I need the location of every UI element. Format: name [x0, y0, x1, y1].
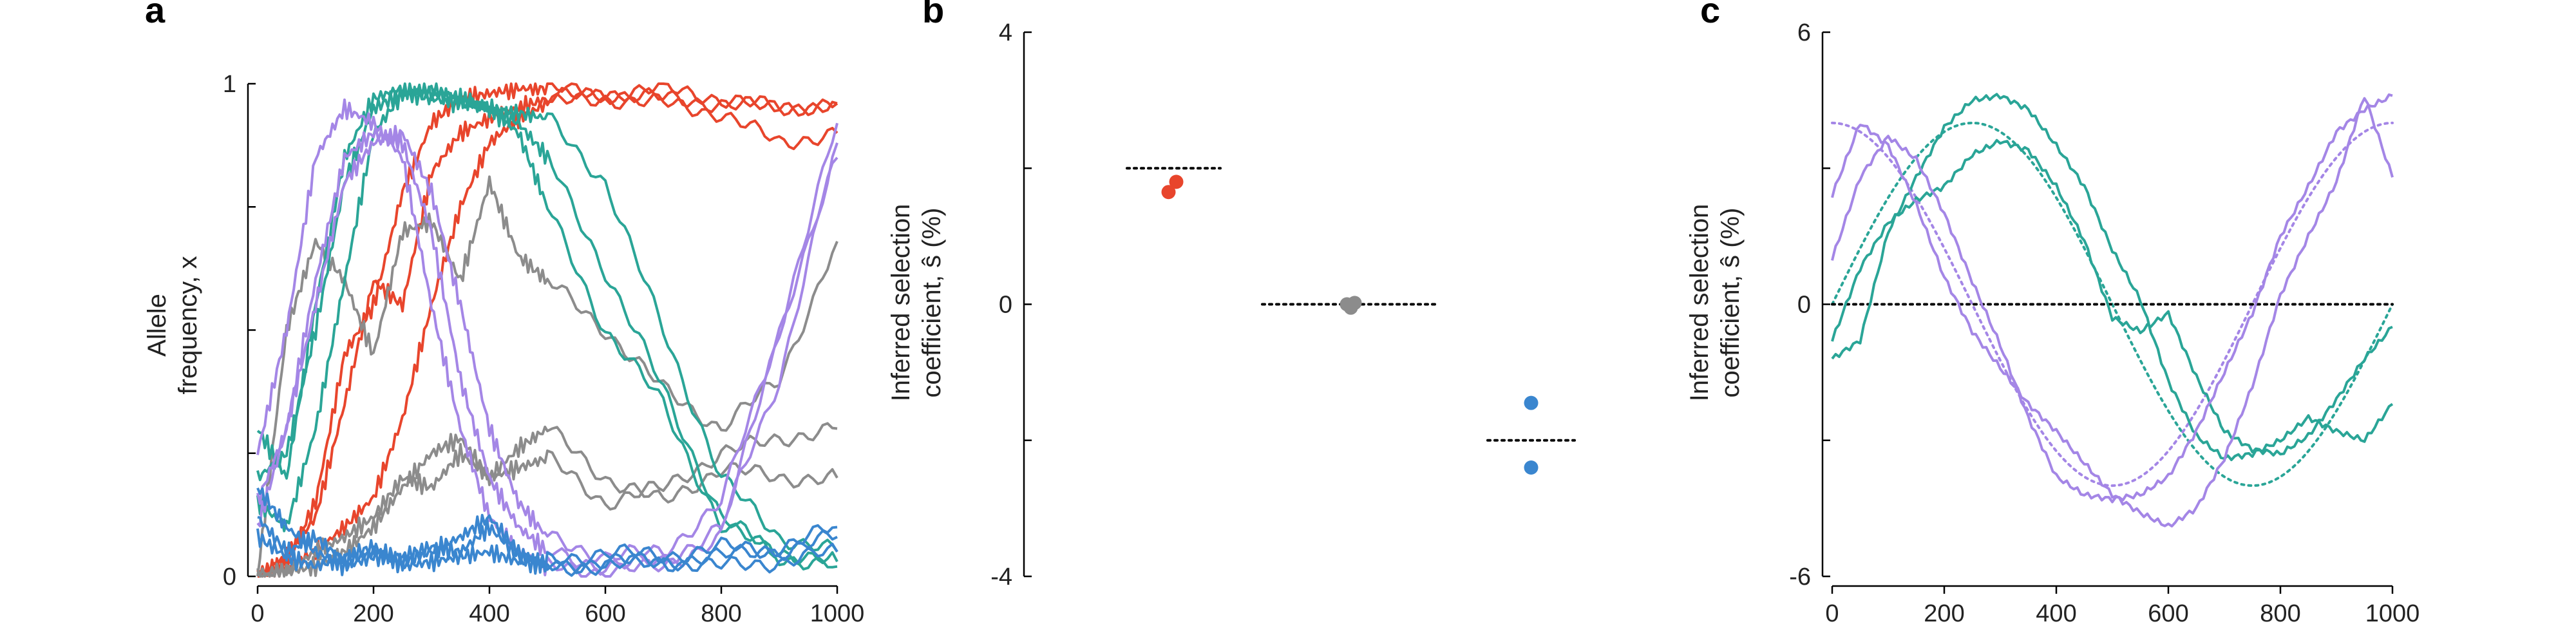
- panel-c-inferred-teal: [1831, 93, 2394, 462]
- panel-label-a: a: [145, 0, 166, 30]
- panel-a-series: [256, 82, 838, 578]
- panel-b-point-gray: [1347, 296, 1362, 310]
- panel-a-trajectory-gray: [256, 175, 838, 577]
- panel-a-trajectory-purple: [256, 98, 838, 578]
- panel-c-x-tick-label: 800: [2260, 600, 2300, 627]
- panel-c-series: [1831, 93, 2394, 528]
- panel-c-x-tick-label: 0: [1825, 600, 1839, 627]
- panel-c-y-tick-label: 0: [1797, 292, 1811, 319]
- panel-label-b: b: [922, 0, 944, 30]
- panel-c-x-tick-label: 1000: [2365, 600, 2420, 627]
- panel-b-axes: -4 0 4: [990, 19, 1032, 591]
- panel-b-point-blue: [1524, 395, 1539, 410]
- panel-a-trajectory-red: [258, 82, 838, 578]
- panel-a-ylabel-text-line: frequency, x: [174, 256, 202, 395]
- panel-a-y-tick-label: 1: [223, 71, 236, 98]
- panel-a-trajectory-teal: [256, 82, 838, 565]
- panel-b-ylabel-text: Inferred selection coefficient, ŝ (%): [887, 204, 946, 402]
- panel-c-true-curves: [1831, 121, 2394, 488]
- panel-c-ylabel: Inferred selection coefficient, ŝ (%): [1685, 204, 1745, 402]
- panel-b-ylabel-text-line: coefficient, ŝ (%): [918, 208, 946, 398]
- panel-a-x-tick-label: 800: [701, 600, 741, 627]
- panel-a-axes: 0 1 0 200 400 600 800 1000: [223, 71, 864, 627]
- panel-a-trajectory-teal: [256, 86, 838, 553]
- panel-a-x-tick-label: 1000: [810, 600, 865, 627]
- panel-c-ylabel-text-line: Inferred selection: [1685, 204, 1714, 402]
- panel-a-ylabel-text-line: Allele: [143, 294, 171, 357]
- panel-c-x-tick-label: 200: [1924, 600, 1964, 627]
- panel-a-trajectory-purple: [256, 124, 838, 564]
- panel-a-ylabel-text: Allele frequency, x: [143, 256, 202, 395]
- panel-a-trajectory-purple: [256, 126, 838, 576]
- panel-a-trajectory-red: [256, 91, 838, 578]
- panel-a-x-tick-label: 200: [353, 600, 393, 627]
- panel-b-y-tick-label: 4: [999, 19, 1012, 46]
- panel-b-y-tick-label: 0: [999, 292, 1012, 319]
- panel-c-inferred-purple: [1831, 97, 2394, 528]
- panel-c-ylabel-text: Inferred selection coefficient, ŝ (%): [1685, 204, 1745, 402]
- panel-c-y-tick-label: -6: [1789, 564, 1811, 591]
- panel-c-true-curve-purple: [1831, 121, 2394, 488]
- panel-label-c: c: [1700, 0, 1720, 30]
- panel-a-y-tick-label: 0: [223, 564, 236, 591]
- panel-a-trajectory-blue: [256, 528, 838, 577]
- panel-b-y-tick-label: -4: [990, 564, 1012, 591]
- panel-a-x-tick-label: 600: [585, 600, 625, 627]
- panel-c: c Inferred selection coefficient, ŝ (%) -…: [1685, 0, 2420, 627]
- panel-c-inferred-teal: [1831, 138, 2393, 457]
- panel-b-point-blue: [1524, 460, 1539, 475]
- panel-b-point-red: [1161, 185, 1176, 200]
- panel-c-axes: -6 0 6 0 200 400 600 800 1000: [1789, 19, 2420, 627]
- panel-b-ylabel: Inferred selection coefficient, ŝ (%): [887, 204, 946, 402]
- panel-c-x-tick-label: 600: [2148, 600, 2188, 627]
- panel-c-x-tick-label: 400: [2036, 600, 2076, 627]
- panel-c-inferred-purple: [1831, 93, 2393, 504]
- panel-a-x-tick-label: 400: [469, 600, 509, 627]
- panel-b: b Inferred selection coefficient, ŝ (%) -…: [887, 0, 1576, 591]
- panel-b-point-red: [1169, 175, 1184, 189]
- panel-c-ylabel-text-line: coefficient, ŝ (%): [1716, 208, 1745, 398]
- panel-a-trajectory-blue: [257, 516, 838, 572]
- panel-b-marks: [1126, 167, 1576, 475]
- panel-a-trajectory-red: [256, 82, 838, 578]
- panel-a-trajectory-gray: [256, 425, 838, 578]
- panel-b-ylabel-text-line: Inferred selection: [887, 204, 915, 402]
- panel-c-y-tick-label: 6: [1797, 19, 1811, 46]
- panel-a-x-tick-label: 0: [251, 600, 264, 627]
- panel-a-ylabel: Allele frequency, x: [143, 256, 202, 395]
- panel-a: a Allele frequency, x 0 1 0 200 400 600 800 1000: [143, 0, 864, 627]
